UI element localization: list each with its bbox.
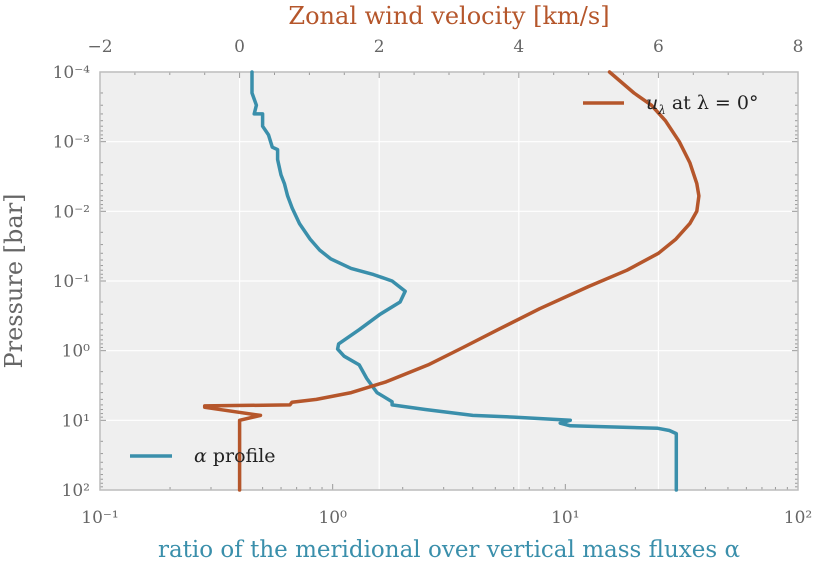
legend-u-lambda: uλ at λ = 0°: [583, 92, 758, 117]
legend-alpha-symbol: α: [194, 445, 207, 467]
left-tick-label: 10²: [62, 481, 90, 501]
left-tick-label: 10⁻³: [53, 133, 90, 153]
legend-u-expression: λ = 0°: [697, 92, 759, 114]
series-layer: [202, 70, 701, 492]
legend-u-subscript: λ: [657, 103, 666, 117]
top-tick-labels: −2 0 2 4 6 8: [87, 37, 803, 57]
left-tick-label: 10⁻²: [53, 202, 90, 222]
legend-alpha-profile: α profile: [130, 445, 276, 467]
bottom-tick-label: 10²: [784, 508, 812, 528]
top-tick-label: 8: [793, 37, 804, 57]
bottom-tick-label: 10¹: [551, 508, 579, 528]
series-alpha-profile-line: [250, 70, 679, 492]
bottom-tick-label: 10⁰: [318, 508, 347, 528]
series-u-lambda-line: [202, 70, 701, 492]
legend-u-at: at: [672, 92, 691, 114]
top-tick-label: 4: [513, 37, 524, 57]
bottom-axis-title: ratio of the meridional over vertical ma…: [158, 537, 740, 563]
left-tick-label: 10⁻⁴: [53, 63, 91, 83]
top-axis-title: Zonal wind velocity [km/s]: [288, 2, 609, 30]
top-tick-label: −2: [87, 37, 112, 57]
left-tick-label: 10⁰: [62, 342, 91, 362]
bottom-tick-label: 10⁻¹: [81, 508, 118, 528]
left-tick-labels: 10⁻⁴ 10⁻³ 10⁻² 10⁻¹ 10⁰ 10¹ 10²: [53, 63, 91, 501]
legend-alpha-rest: profile: [213, 445, 276, 467]
plot-frame: [99, 71, 799, 491]
legend-alpha-label: α profile: [194, 445, 276, 467]
legend-u-lambda-label: uλ at λ = 0°: [646, 92, 758, 117]
top-tick-label: 2: [374, 37, 385, 57]
legend-u-symbol: u: [646, 92, 658, 114]
left-tick-label: 10⁻¹: [53, 272, 90, 292]
top-tick-label: 0: [234, 37, 245, 57]
left-tick-label: 10¹: [62, 411, 90, 431]
bottom-tick-labels: 10⁻¹ 10⁰ 10¹ 10²: [81, 508, 812, 528]
top-tick-label: 6: [653, 37, 664, 57]
left-axis-title: Pressure [bar]: [0, 193, 28, 368]
